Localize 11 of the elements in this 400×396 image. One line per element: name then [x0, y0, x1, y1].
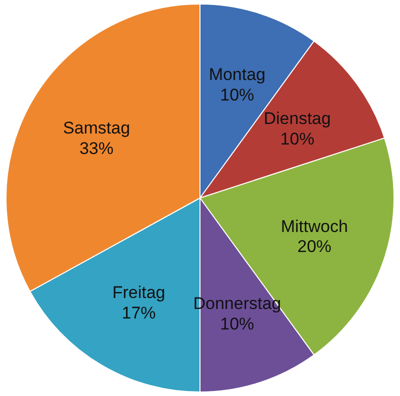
slice-label: Montag — [208, 65, 266, 84]
slice-label: Freitag — [112, 283, 166, 302]
data-label: 10% — [220, 314, 254, 334]
data-label: 33% — [79, 138, 114, 158]
data-label: 20% — [297, 237, 332, 256]
slice-label: Mittwoch — [280, 216, 348, 236]
data-label: 17% — [122, 304, 156, 323]
data-label: 10% — [220, 86, 254, 105]
slice-label: Dienstag — [264, 108, 331, 128]
data-label: 10% — [280, 129, 314, 148]
slice-label: Samstag — [62, 118, 130, 138]
